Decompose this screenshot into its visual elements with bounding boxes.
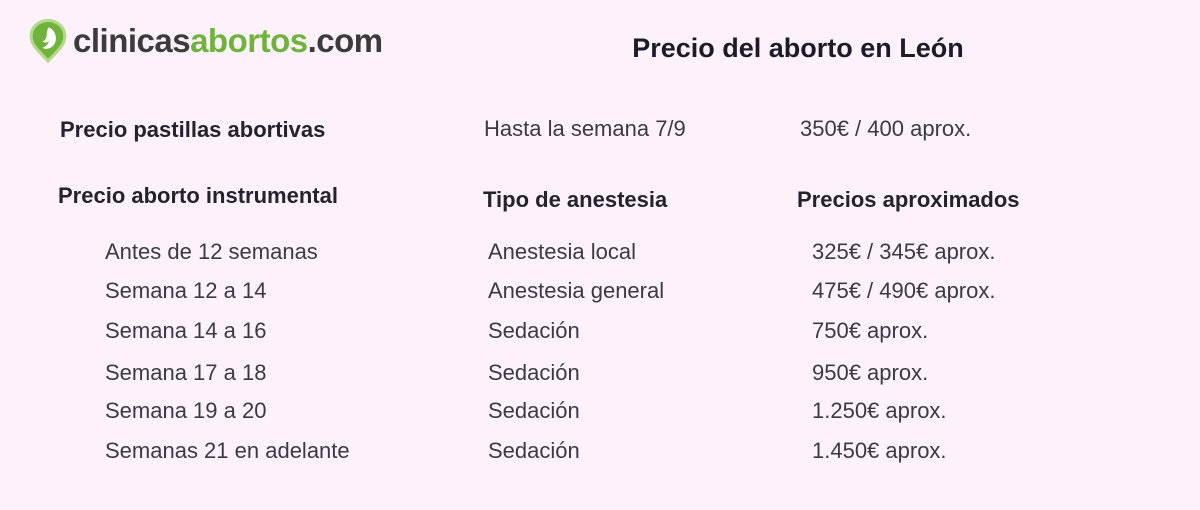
table-row: Semana 17 a 18 Sedación 950€ aprox. <box>0 353 1200 393</box>
anesthesia-label: Sedación <box>488 398 580 423</box>
anesthesia-label: Anestesia general <box>488 278 665 303</box>
logo-suffix: .com <box>307 22 384 59</box>
instrumental-section-heading: Precio aborto instrumental <box>58 183 338 208</box>
anesthesia-label: Sedación <box>488 318 580 343</box>
price-value: 950€ aprox. <box>812 360 929 385</box>
anesthesia-label: Sedación <box>488 360 580 385</box>
week-label: Semana 12 a 14 <box>105 278 267 303</box>
week-label: Semanas 21 en adelante <box>105 438 350 463</box>
price-value: 325€ / 345€ aprox. <box>812 239 996 264</box>
table-row: Semana 14 a 16 Sedación 750€ aprox. <box>0 311 1200 351</box>
week-label: Semana 19 a 20 <box>105 398 267 423</box>
price-value: 1.250€ aprox. <box>812 398 947 423</box>
anesthesia-column-header: Tipo de anestesia <box>483 187 668 212</box>
logo-highlight: abortos <box>190 22 308 59</box>
price-value: 1.450€ aprox. <box>812 438 947 463</box>
table-row: Antes de 12 semanas Anestesia local 325€… <box>0 232 1200 272</box>
table-row: Semana 19 a 20 Sedación 1.250€ aprox. <box>0 391 1200 431</box>
pills-price-value: 350€ / 400 aprox. <box>800 116 972 141</box>
location-pin-leaf-icon <box>29 18 67 64</box>
price-value: 475€ / 490€ aprox. <box>812 278 996 303</box>
table-row: Semanas 21 en adelante Sedación 1.450€ a… <box>0 431 1200 471</box>
price-value: 750€ aprox. <box>812 318 929 343</box>
pills-week-label: Hasta la semana 7/9 <box>484 116 686 141</box>
logo-prefix: clinicas <box>73 22 191 59</box>
logo: clinicasabortos.com <box>28 18 383 64</box>
week-label: Semana 14 a 16 <box>105 318 267 343</box>
week-label: Semana 17 a 18 <box>105 360 267 385</box>
page-title: Precio del aborto en León <box>632 33 964 63</box>
prices-column-header: Precios aproximados <box>797 187 1020 212</box>
week-label: Antes de 12 semanas <box>105 239 318 264</box>
logo-text: clinicasabortos.com <box>73 18 383 64</box>
pills-section-heading: Precio pastillas abortivas <box>60 117 326 142</box>
anesthesia-label: Sedación <box>488 438 580 463</box>
table-row: Semana 12 a 14 Anestesia general 475€ / … <box>0 271 1200 311</box>
anesthesia-label: Anestesia local <box>488 239 636 264</box>
